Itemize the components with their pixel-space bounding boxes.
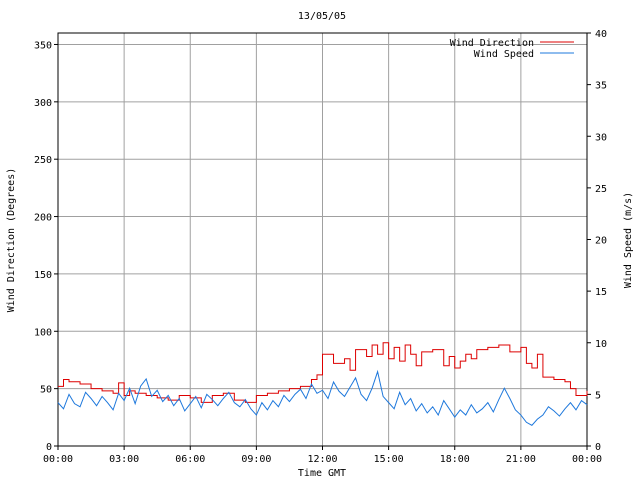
series-line-wind-direction	[58, 342, 588, 403]
x-tick-label: 00:00	[43, 454, 73, 465]
series-line-wind-speed	[57, 369, 588, 426]
y-axis-label-right: Wind Speed (m/s)	[623, 192, 634, 288]
right-tick-label: 15	[595, 287, 607, 298]
x-tick-label: 06:00	[175, 454, 205, 465]
right-tick-label: 20	[595, 236, 607, 247]
x-axis-ticks: 00:00 03:00 06:00 09:00 12:00 15:00 18:00 21:00…	[43, 446, 602, 465]
right-tick-label: 0	[595, 442, 601, 453]
y-axis-label-left: Wind Direction (Degrees)	[6, 168, 17, 313]
x-tick-label: 15:00	[374, 454, 404, 465]
legend-label-wind-direction: Wind Direction	[450, 38, 534, 49]
right-tick-label: 40	[595, 29, 607, 40]
left-tick-label: 300	[34, 98, 52, 109]
left-tick-label: 350	[34, 40, 52, 51]
x-tick-label: 18:00	[440, 454, 470, 465]
right-tick-label: 35	[595, 81, 607, 92]
legend: Wind Direction Wind Speed	[450, 38, 574, 60]
right-tick-label: 30	[595, 132, 607, 143]
left-tick-label: 100	[34, 327, 52, 338]
right-tick-label: 5	[595, 390, 601, 401]
x-tick-label: 09:00	[241, 454, 271, 465]
grid	[58, 33, 587, 446]
x-tick-label: 12:00	[307, 454, 337, 465]
left-tick-label: 200	[34, 213, 52, 224]
left-tick-label: 250	[34, 155, 52, 166]
x-tick-label: 00:00	[572, 454, 602, 465]
legend-label-wind-speed: Wind Speed	[474, 49, 534, 60]
right-tick-label: 10	[595, 339, 607, 350]
left-tick-label: 150	[34, 270, 52, 281]
right-tick-label: 25	[595, 184, 607, 195]
left-axis-ticks: 0 50 100 150 200 250 300 350	[34, 40, 58, 453]
left-tick-label: 50	[40, 385, 52, 396]
left-tick-label: 0	[46, 442, 52, 453]
right-axis-ticks: 0 5 10 15 20 25 30 35 40	[587, 29, 607, 453]
x-tick-label: 21:00	[506, 454, 536, 465]
chart-title: 13/05/05	[298, 11, 346, 22]
x-tick-label: 03:00	[109, 454, 139, 465]
x-axis-label: Time GMT	[298, 468, 346, 479]
